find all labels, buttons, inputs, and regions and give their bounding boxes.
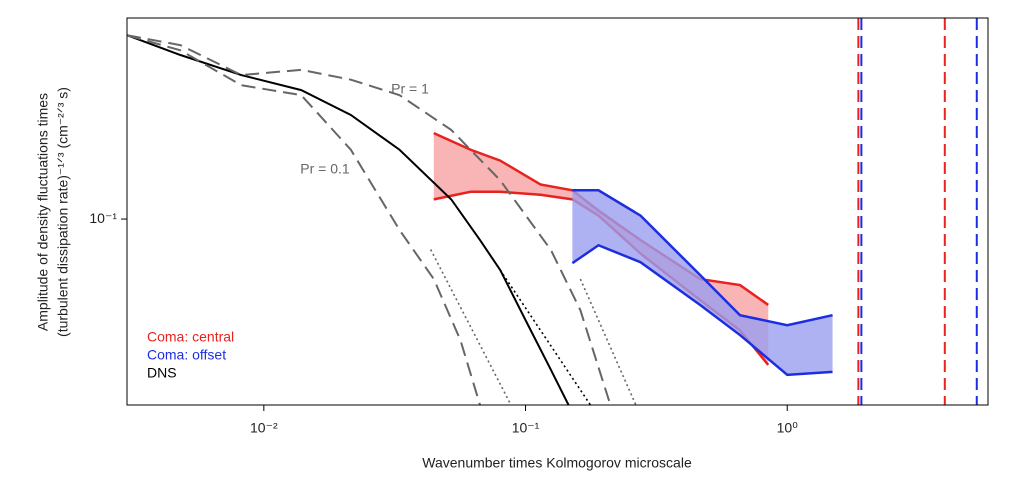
x-tick-label: 10⁻² [250, 420, 278, 436]
band-area [572, 190, 833, 375]
plot [127, 34, 833, 405]
y-tick-label: 10⁻¹ [89, 210, 117, 226]
legend-entry: Coma: central [147, 329, 234, 345]
legend-entry: Coma: offset [147, 347, 226, 363]
band-area [433, 133, 769, 365]
annotation: Pr = 1 [391, 81, 429, 97]
line [127, 34, 481, 405]
band-edge [572, 189, 833, 327]
line [127, 34, 612, 405]
legend-entry: DNS [147, 365, 177, 381]
x-tick-label: 10⁰ [777, 420, 799, 436]
line [579, 278, 637, 405]
x-axis-label: Wavenumber times Kolmogorov microscale [422, 455, 692, 471]
plot-frame [126, 17, 989, 406]
x-tick-label: 10⁻¹ [512, 420, 540, 436]
y-axis-label: (turbulent dissipation rate)⁻¹ᐟ³ (cm⁻²ᐟ³… [55, 87, 71, 337]
annotation: Pr = 0.1 [300, 161, 350, 177]
line [127, 34, 570, 405]
band-edge [571, 243, 833, 377]
line [499, 269, 592, 405]
line [429, 249, 512, 405]
y-axis-label: Amplitude of density fluctuations times [35, 93, 51, 331]
